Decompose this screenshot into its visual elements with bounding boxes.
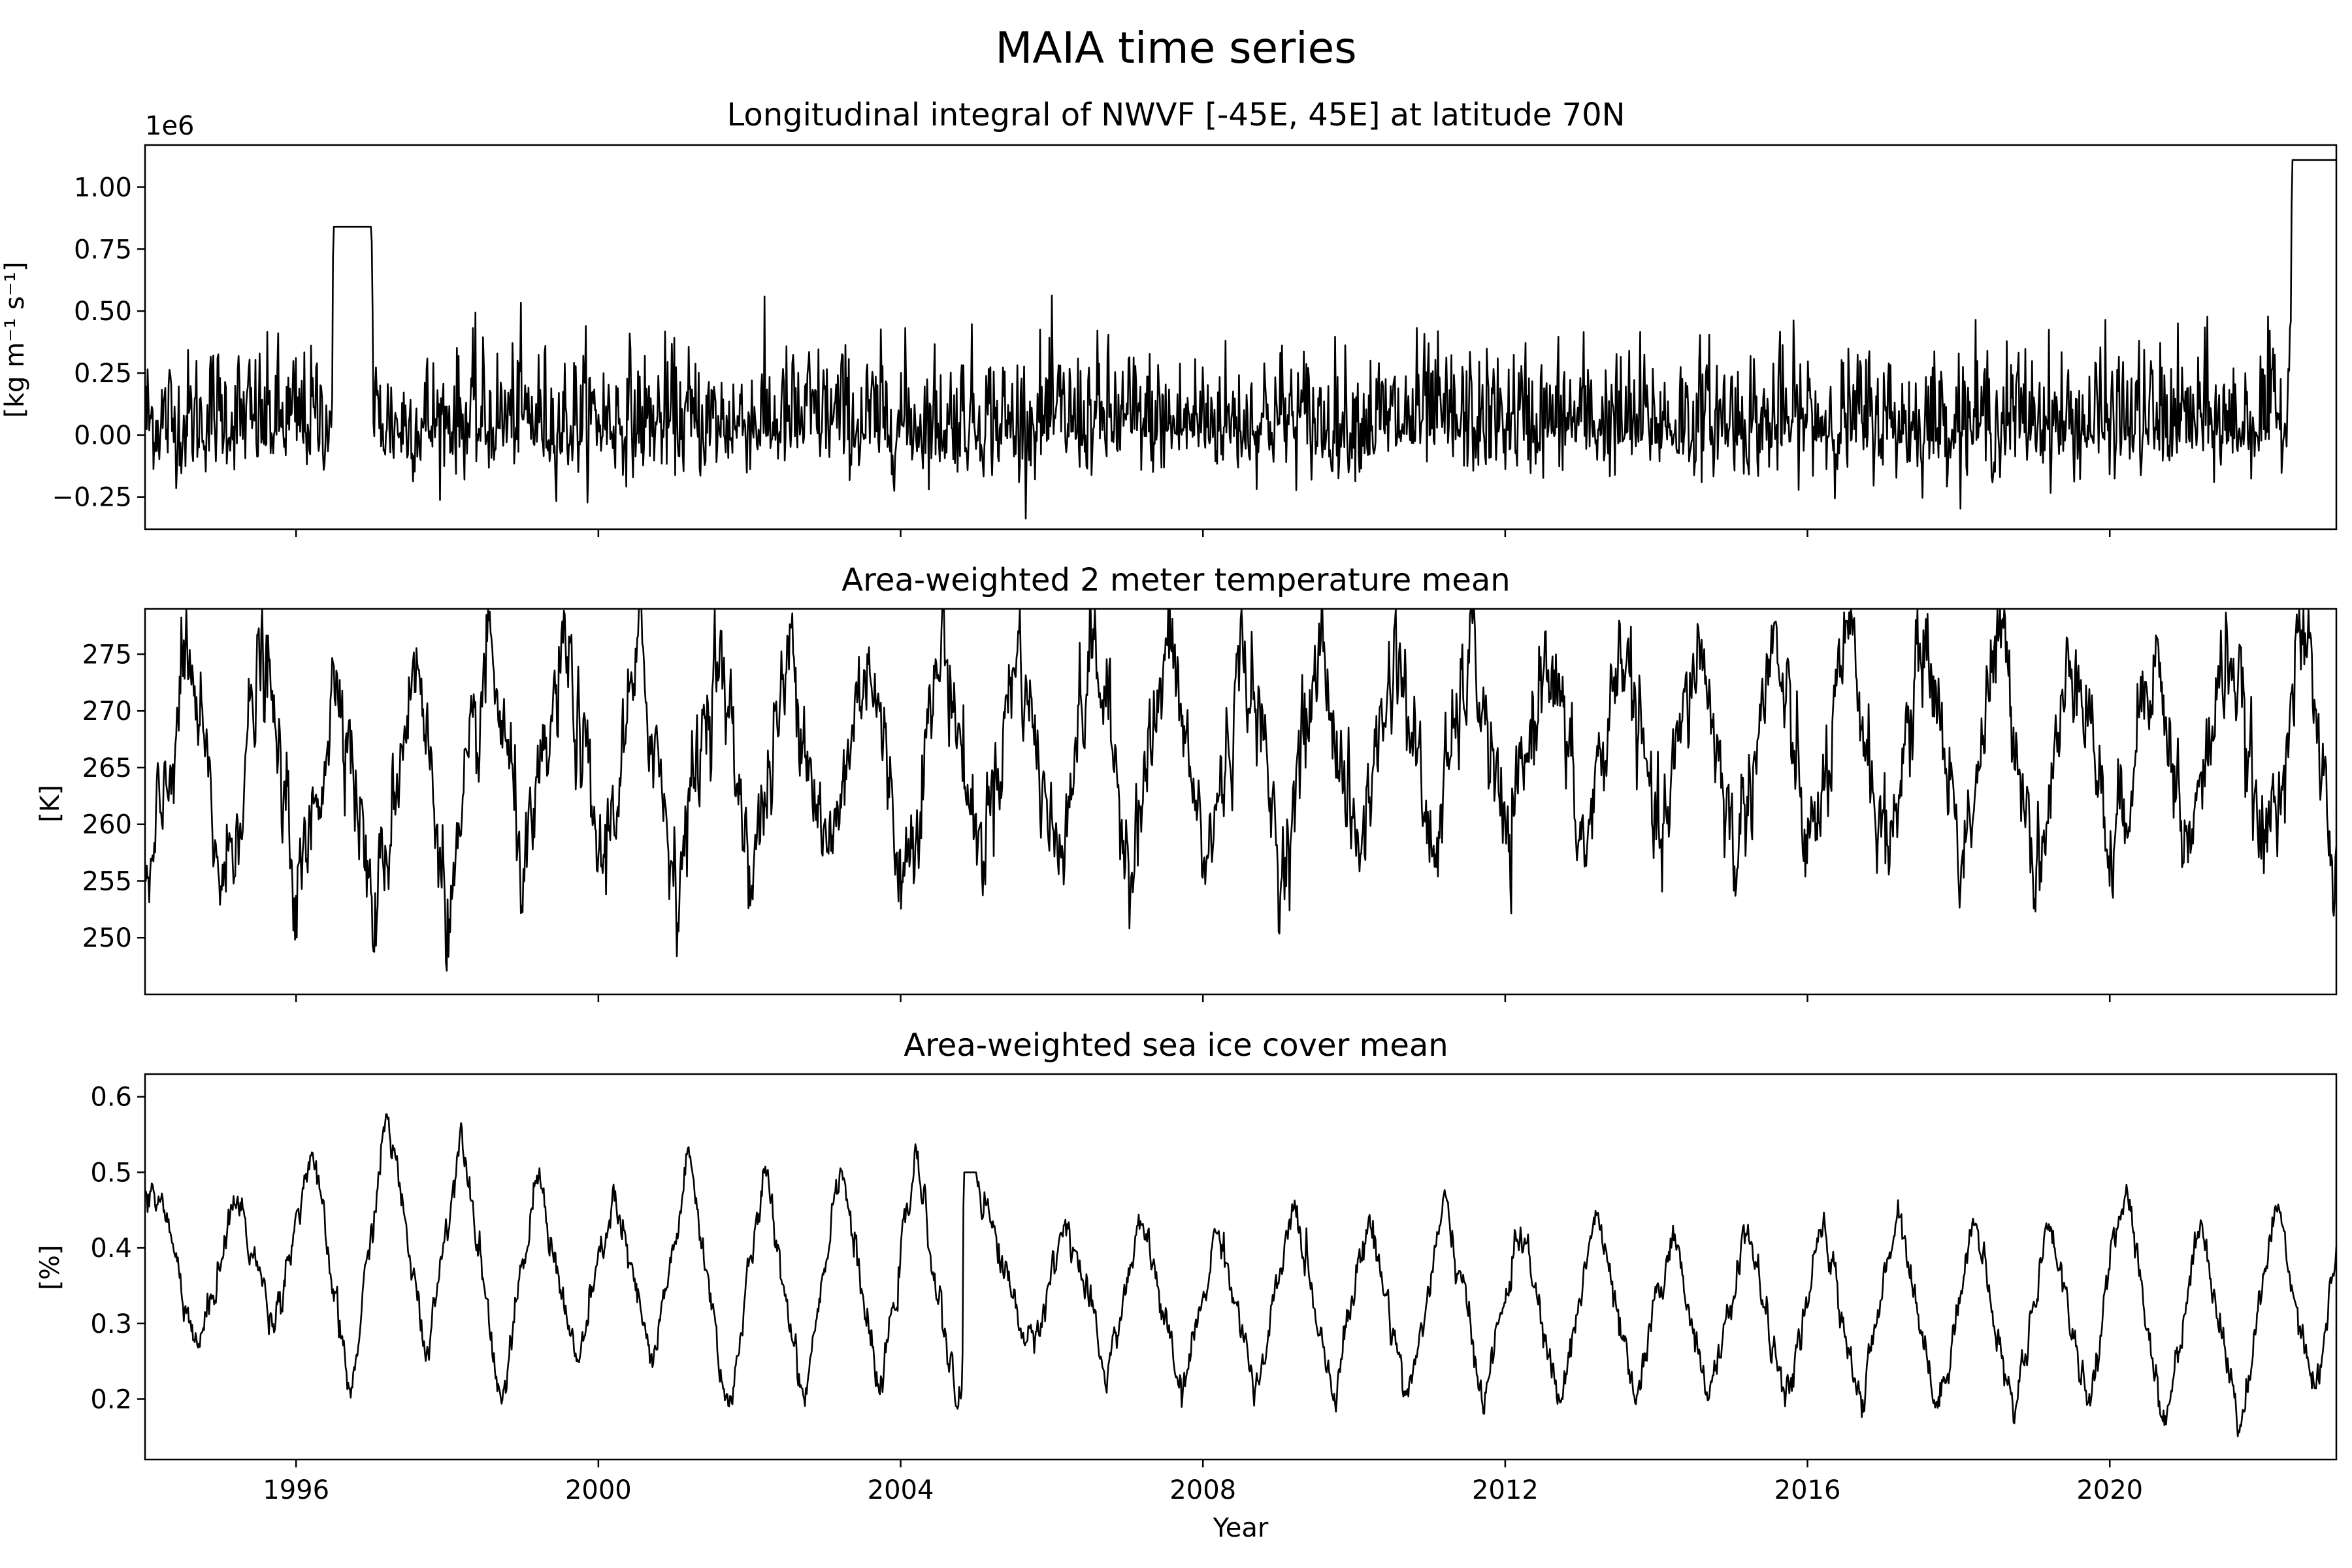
x-tick-label: 2020 (2076, 1475, 2143, 1505)
y-tick-label: 260 (82, 810, 132, 840)
panel-nwvf-series-line (144, 159, 2336, 519)
x-tick-label: 2000 (565, 1475, 632, 1505)
panel-temperature: Area-weighted 2 meter temperature mean [… (35, 562, 2338, 1002)
figure-suptitle: MAIA time series (995, 23, 1356, 73)
y-tick-label: 275 (82, 640, 132, 670)
panel-temperature-yticks: 250 255 260 265 270 275 (82, 640, 145, 953)
panel-nwvf-frame (144, 144, 2338, 531)
panel-temperature-xticks (295, 994, 2111, 1002)
panel-temperature-title: Area-weighted 2 meter temperature mean (841, 562, 1510, 598)
y-tick-label: 0.4 (90, 1233, 132, 1264)
y-tick-label: 0.50 (74, 297, 132, 327)
panel-sea-ice-xticks: 1996 2000 2004 2008 2012 2016 2020 (263, 1460, 2143, 1505)
y-tick-label: 0.75 (74, 235, 132, 265)
x-tick-label: 2004 (868, 1475, 934, 1505)
y-tick-label: 0.5 (90, 1158, 132, 1188)
y-tick-label: 0.2 (90, 1384, 132, 1414)
y-tick-label: 1.00 (74, 172, 132, 203)
y-tick-label: 270 (82, 696, 132, 727)
panel-nwvf-title: Longitudinal integral of NWVF [-45E, 45E… (727, 97, 1625, 133)
panel-temperature-series-line (144, 608, 2338, 972)
y-tick-label: 0.25 (74, 359, 132, 389)
y-tick-label: 0.6 (90, 1083, 132, 1113)
panel-sea-ice-series-line (144, 1113, 2338, 1437)
panel-sea-ice-yticks: 0.2 0.3 0.4 0.5 0.6 (90, 1083, 145, 1414)
panel-nwvf-xticks (295, 529, 2111, 537)
x-axis-label: Year (1213, 1513, 1269, 1543)
y-tick-label: 0.00 (74, 421, 132, 451)
x-tick-label: 2016 (1774, 1475, 1841, 1505)
panel-nwvf-yticks: −0.25 0.00 0.25 0.50 0.75 1.00 (52, 172, 145, 513)
panel-nwvf: Longitudinal integral of NWVF [-45E, 45E… (0, 97, 2338, 537)
panel-nwvf-offset-label: 1e6 (145, 111, 195, 141)
y-tick-label: −0.25 (52, 483, 132, 513)
x-tick-label: 2012 (1472, 1475, 1539, 1505)
panel-sea-ice-title: Area-weighted sea ice cover mean (904, 1027, 1448, 1064)
y-tick-label: 255 (82, 866, 132, 896)
panel-temperature-frame (144, 608, 2338, 996)
panel-temperature-ylabel: [K] (35, 785, 65, 822)
y-tick-label: 0.3 (90, 1309, 132, 1339)
panel-sea-ice: Area-weighted sea ice cover mean [%] 0.2… (35, 1027, 2338, 1505)
panel-nwvf-ylabel: [kg m⁻¹ s⁻¹] (0, 261, 30, 417)
panel-sea-ice-frame (144, 1073, 2338, 1461)
x-tick-label: 1996 (263, 1475, 329, 1505)
y-tick-label: 265 (82, 753, 132, 783)
y-tick-label: 250 (82, 923, 132, 953)
panel-sea-ice-ylabel: [%] (35, 1245, 65, 1290)
x-tick-label: 2008 (1169, 1475, 1236, 1505)
